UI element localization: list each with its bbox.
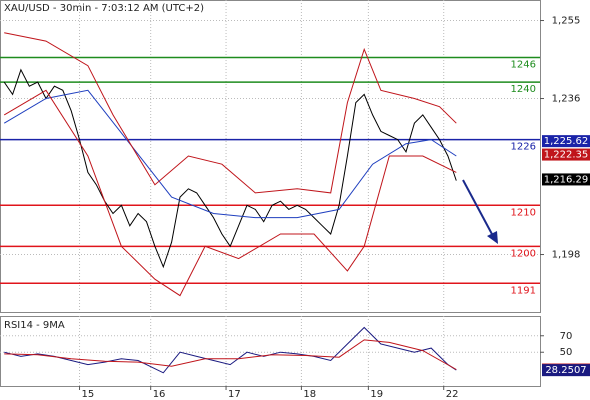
level-label: 1191 xyxy=(511,285,536,296)
x-tick-label: 15 xyxy=(82,389,95,400)
price-tag-label: 28.2507 xyxy=(545,365,586,376)
series-line xyxy=(4,326,457,374)
y-tick-label: 1,236 xyxy=(552,94,581,105)
rsi-panel xyxy=(0,316,541,387)
y-tick-label: 1,255 xyxy=(552,16,581,27)
price-tag-label: 1,222.35 xyxy=(544,150,589,161)
price-tag xyxy=(542,364,590,377)
level-label: 1200 xyxy=(511,248,536,259)
level-label: 1240 xyxy=(511,84,536,95)
chart-title: XAU/USD - 30min - 7:03:12 AM (UTC+2) xyxy=(4,3,204,14)
series-line xyxy=(4,32,457,194)
rsi-title: RSI14 - 9MA xyxy=(4,320,65,331)
price-tag-label: 1,216.29 xyxy=(544,174,589,185)
y-tick-label: 70 xyxy=(560,331,573,342)
series-line xyxy=(3,89,457,297)
x-tick-label: 22 xyxy=(446,389,459,400)
x-tick-label: 18 xyxy=(303,389,316,400)
price-tag-label: 1,225.62 xyxy=(544,136,589,147)
x-tick-label: 17 xyxy=(228,389,241,400)
price-tag xyxy=(542,135,590,148)
price-tag xyxy=(542,148,590,161)
y-tick-label: 1,198 xyxy=(552,250,581,261)
forecast-arrow xyxy=(462,179,498,244)
level-label: 1226 xyxy=(511,142,536,153)
x-tick-label: 19 xyxy=(370,389,383,400)
price-panel xyxy=(0,0,541,313)
price-tag xyxy=(542,173,590,186)
series-line xyxy=(3,68,457,269)
level-label: 1246 xyxy=(511,59,536,70)
level-label: 1210 xyxy=(511,207,536,218)
y-tick-label: 50 xyxy=(560,347,573,358)
series-line xyxy=(4,339,457,370)
series-line xyxy=(3,89,457,219)
x-tick-label: 16 xyxy=(153,389,166,400)
